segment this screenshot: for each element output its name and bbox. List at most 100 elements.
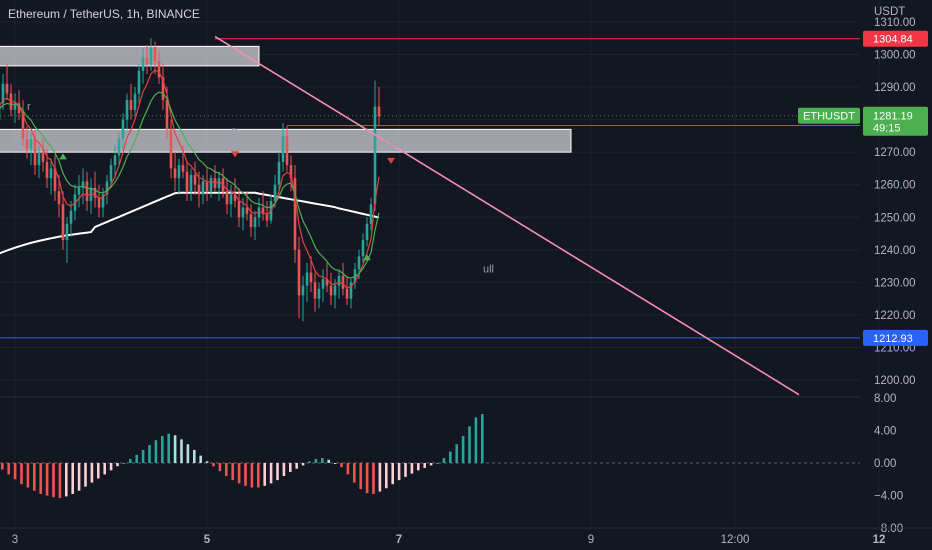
signal-marker	[59, 153, 67, 160]
osc-bar	[1, 463, 4, 470]
candle-body	[297, 249, 301, 296]
osc-bar	[231, 463, 234, 481]
osc-bar	[321, 458, 324, 463]
candle-body	[233, 194, 237, 201]
osc-bar	[333, 463, 337, 464]
time-axis[interactable]: 3 5 7 9 12:00 12	[0, 527, 932, 546]
supply-demand-zones	[0, 45, 572, 153]
candle-body	[33, 139, 37, 166]
osc-bar	[391, 463, 394, 485]
osc-bar	[154, 440, 158, 463]
price-tick-label: 1300.00	[874, 50, 916, 62]
osc-bar	[327, 459, 330, 463]
price-tick-label: 1230.00	[874, 277, 916, 289]
price-tick-label: 1260.00	[874, 180, 916, 192]
candle-body	[29, 139, 33, 149]
annotation-label: ull	[483, 264, 494, 276]
candle-body	[305, 272, 309, 286]
osc-bar	[84, 463, 87, 487]
tag-1304: 1304.84	[873, 34, 913, 46]
candle-body	[277, 161, 281, 185]
candle-body	[377, 106, 381, 117]
osc-bar	[186, 444, 190, 463]
price-tick-label: 1290.00	[874, 82, 916, 94]
candle-body	[93, 187, 97, 198]
price-level-lines	[0, 38, 860, 339]
time-tick-label: 12:00	[721, 534, 750, 546]
osc-bar	[250, 463, 254, 488]
signal-marker	[363, 254, 371, 261]
candle-body	[225, 191, 229, 205]
candle-body	[1, 83, 5, 104]
candle-body	[105, 181, 109, 195]
price-tick-label: 1270.00	[874, 147, 916, 159]
osc-bar	[33, 463, 36, 491]
candle-body	[185, 171, 189, 192]
last-price-value: 1281.19	[873, 111, 913, 123]
osc-bar	[218, 463, 222, 472]
price-tick-label: 1200.00	[874, 375, 916, 387]
osc-bar	[282, 463, 286, 477]
candle-body	[249, 213, 253, 228]
osc-bar	[116, 463, 119, 467]
osc-bar	[7, 463, 10, 475]
candle-body	[261, 207, 265, 214]
trendline[interactable]	[214, 35, 800, 396]
chart-title: Ethereum / TetherUS, 1h, BINANCE	[8, 7, 200, 21]
osc-bar	[148, 445, 151, 463]
osc-bar	[58, 463, 62, 499]
osc-bar	[301, 463, 305, 466]
tag-1212-bg	[863, 329, 928, 346]
osc-bar	[13, 463, 17, 480]
candle-body	[309, 272, 313, 283]
osc-bar	[442, 458, 446, 463]
candle-body	[109, 165, 113, 182]
candle-body	[337, 275, 341, 286]
candle-body	[369, 204, 373, 224]
candle-body	[45, 161, 49, 179]
osc-bar	[39, 463, 42, 494]
osc-bar	[314, 458, 318, 463]
candle-body	[197, 184, 201, 195]
osc-bar	[212, 463, 215, 467]
osc-bar	[417, 463, 420, 471]
candle-body	[313, 282, 317, 299]
osc-bar	[372, 463, 375, 494]
candle-body	[205, 181, 209, 192]
candle-body	[37, 152, 41, 166]
osc-bar	[65, 463, 68, 497]
time-tick-label: 9	[588, 534, 594, 546]
candle-body	[125, 100, 129, 120]
osc-bar	[340, 463, 343, 468]
annotation-label: Bear	[383, 138, 407, 150]
candle-body	[177, 165, 181, 179]
tag-1304-bg	[863, 30, 928, 47]
candle-body	[85, 181, 89, 201]
osc-bar	[103, 463, 106, 475]
zone-rect	[0, 45, 260, 67]
candle-body	[5, 83, 9, 94]
candle-body	[217, 178, 221, 188]
osc-bar	[423, 463, 426, 468]
candle-body	[161, 77, 165, 101]
candle-body	[289, 165, 293, 179]
signal-marker	[387, 157, 395, 164]
currency-label: USDT	[874, 6, 905, 18]
osc-bar	[161, 436, 164, 463]
osc-bar	[257, 463, 260, 488]
candle-body	[81, 181, 85, 188]
osc-bar	[461, 436, 465, 463]
candle-body	[133, 93, 137, 110]
osc-bar	[97, 463, 100, 479]
candle-body	[361, 240, 365, 257]
candle-body	[113, 155, 117, 166]
osc-bar	[129, 458, 132, 463]
ema-slow	[0, 91, 380, 279]
candle-body	[325, 279, 329, 286]
osc-bar	[353, 463, 356, 483]
candle-body	[201, 181, 205, 195]
tag-1212: 1212.93	[873, 333, 913, 345]
osc-bar	[455, 444, 458, 463]
candle-body	[265, 213, 269, 221]
